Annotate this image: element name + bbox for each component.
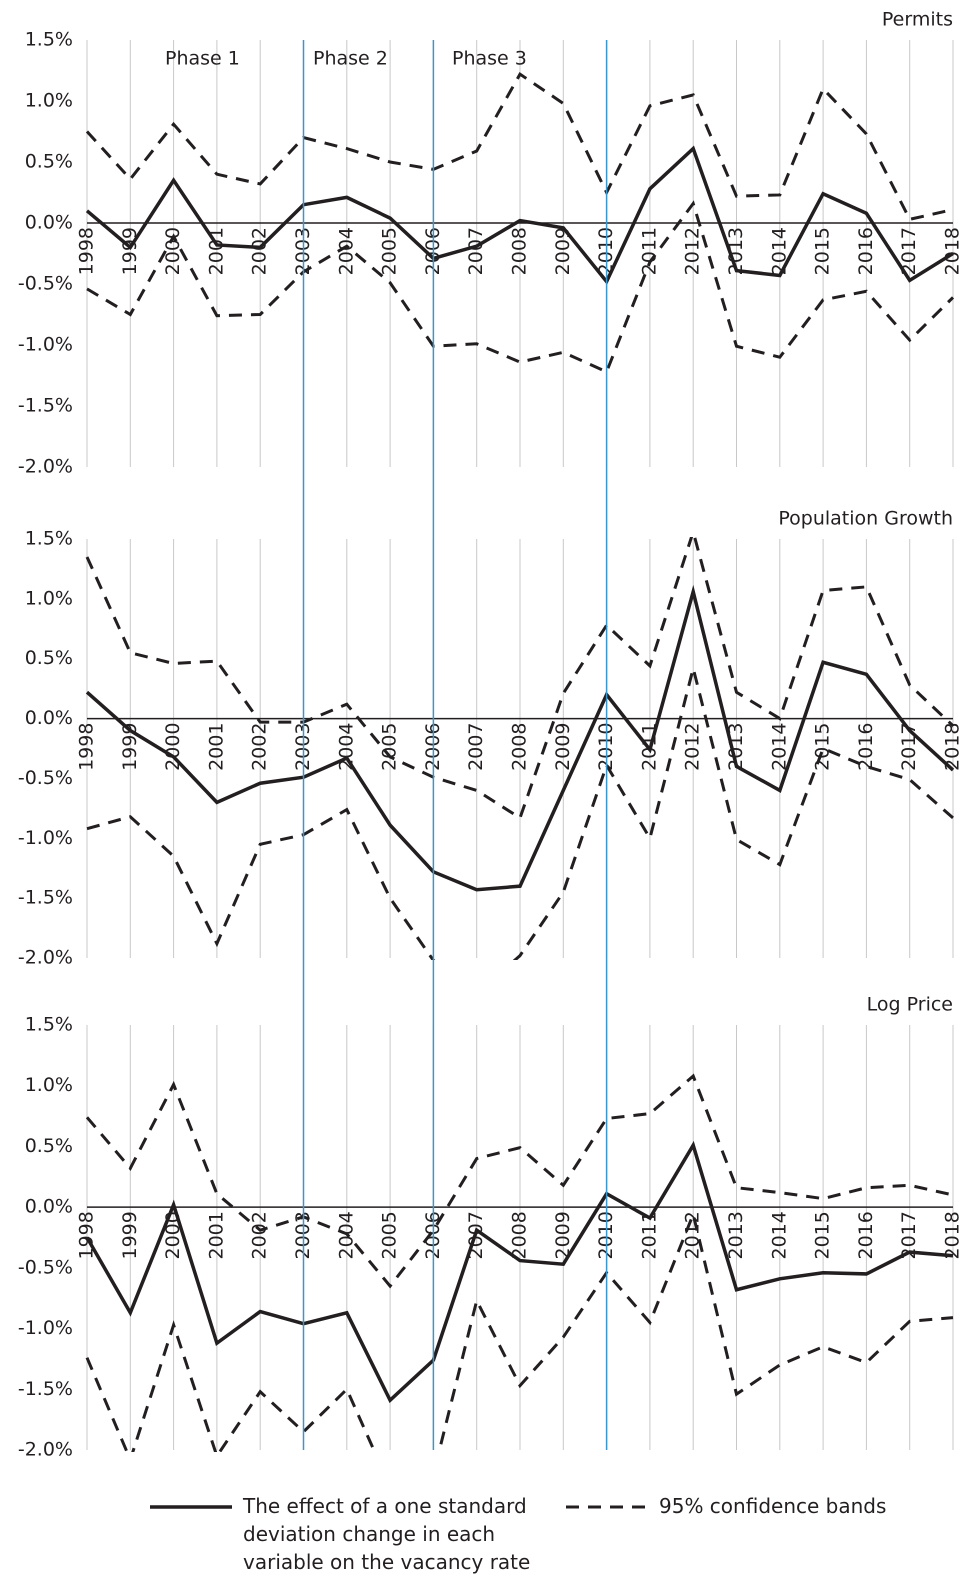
x-tick-label: 2004 — [335, 723, 357, 771]
series-line — [85, 1209, 954, 1452]
x-tick-label: 2012 — [682, 723, 704, 771]
y-tick-label: -2.0% — [18, 456, 73, 478]
y-tick-label: -1.5% — [18, 395, 73, 417]
y-tick-label: -0.5% — [18, 767, 73, 789]
x-tick-label: 2007 — [465, 227, 487, 275]
y-tick-label: -2.0% — [18, 947, 73, 969]
series-line — [85, 1140, 954, 1404]
phase-label: Phase 3 — [452, 48, 527, 70]
y-tick-label: -1.0% — [18, 1317, 73, 1339]
series-line — [85, 1073, 954, 1289]
x-tick-label: 2002 — [249, 1211, 271, 1259]
x-tick-label: 2008 — [509, 723, 531, 771]
x-tick-label: 2013 — [725, 227, 747, 275]
x-tick-label: 2018 — [942, 227, 964, 275]
series-line — [86, 200, 955, 374]
x-tick-label: 2001 — [205, 1211, 227, 1259]
x-tick-label: 2002 — [249, 723, 271, 771]
x-tick-label: 2011 — [638, 227, 660, 275]
x-tick-label: 2007 — [465, 723, 487, 771]
y-tick-label: 1.0% — [25, 1074, 73, 1096]
series-line — [85, 72, 954, 222]
x-tick-label: 2009 — [552, 1211, 574, 1259]
x-tick-label: 2016 — [855, 723, 877, 771]
x-tick-label: 2015 — [812, 723, 834, 771]
x-tick-label: 2001 — [205, 723, 227, 771]
x-tick-label: 2014 — [768, 227, 790, 275]
x-tick-label: 2002 — [249, 227, 271, 275]
y-tick-label: 0.0% — [25, 212, 73, 234]
x-tick-label: 2008 — [509, 227, 531, 275]
x-tick-label: 1999 — [119, 1211, 141, 1259]
chart-title: Log Price — [867, 994, 953, 1016]
x-tick-label: 1998 — [76, 227, 98, 275]
y-tick-label: -0.5% — [18, 1256, 73, 1278]
y-tick-label: 1.0% — [25, 587, 73, 609]
y-tick-label: 0.5% — [25, 1135, 73, 1157]
x-tick-label: 2012 — [682, 227, 704, 275]
x-tick-label: 2016 — [855, 1211, 877, 1259]
x-tick-label: 2017 — [898, 227, 920, 275]
chart-title: Permits — [882, 9, 953, 31]
x-tick-label: 2008 — [509, 1211, 531, 1259]
x-tick-label: 2000 — [162, 227, 184, 275]
x-tick-label: 2014 — [768, 1211, 790, 1259]
x-tick-label: 2012 — [682, 1211, 704, 1259]
y-tick-label: 1.0% — [25, 90, 73, 112]
y-tick-label: 1.5% — [25, 1014, 73, 1036]
x-tick-label: 2004 — [335, 227, 357, 275]
y-tick-label: -1.0% — [18, 827, 73, 849]
x-tick-label: 2014 — [768, 723, 790, 771]
y-tick-label: 0.5% — [25, 151, 73, 173]
legend-label: The effect of a one standard deviation c… — [243, 1494, 531, 1574]
y-tick-label: 1.5% — [25, 528, 73, 550]
y-tick-label: -1.5% — [18, 1378, 73, 1400]
series-line — [86, 667, 954, 960]
x-tick-label: 2005 — [379, 723, 401, 771]
x-tick-label: 2013 — [725, 1211, 747, 1259]
series-line — [85, 145, 954, 285]
y-tick-label: 0.0% — [25, 1196, 73, 1218]
x-tick-label: 2018 — [942, 723, 964, 771]
x-tick-label: 2015 — [812, 227, 834, 275]
y-tick-label: 0.5% — [25, 647, 73, 669]
y-tick-label: 0.0% — [25, 707, 73, 729]
y-tick-label: -1.5% — [18, 887, 73, 909]
x-tick-label: 2018 — [942, 1211, 964, 1259]
legend-label: 95% confidence bands — [659, 1494, 887, 1518]
x-tick-label: 2000 — [162, 723, 184, 771]
series-line — [85, 584, 955, 892]
y-tick-label: -2.0% — [18, 1439, 73, 1461]
x-tick-label: 2011 — [638, 1211, 660, 1259]
x-tick-label: 2009 — [552, 227, 574, 275]
phase-label: Phase 2 — [313, 48, 388, 70]
x-tick-label: 2005 — [379, 1211, 401, 1259]
x-tick-label: 2016 — [855, 227, 877, 275]
x-tick-label: 2013 — [725, 723, 747, 771]
x-tick-label: 1998 — [76, 723, 98, 771]
x-tick-label: 2017 — [898, 1211, 920, 1259]
y-tick-label: 1.5% — [25, 29, 73, 51]
x-tick-label: 2000 — [162, 1211, 184, 1259]
phase-label: Phase 1 — [165, 48, 240, 70]
chart-title: Population Growth — [778, 508, 953, 530]
x-tick-label: 2005 — [379, 227, 401, 275]
x-tick-label: 2015 — [812, 1211, 834, 1259]
y-tick-label: -1.0% — [18, 334, 73, 356]
y-tick-label: -0.5% — [18, 273, 73, 295]
x-tick-label: 2009 — [552, 723, 574, 771]
